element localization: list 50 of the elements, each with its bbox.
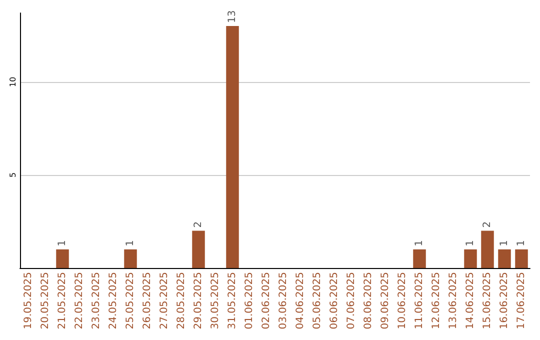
bar: [413, 249, 426, 268]
bar: [226, 26, 239, 268]
x-tick-label: 30.05.2025: [210, 272, 221, 330]
y-tick-label: 10: [8, 76, 18, 87]
x-tick-label: 10.06.2025: [397, 272, 408, 330]
x-tick-label: 29.05.2025: [193, 272, 204, 330]
x-tick-label: 02.06.2025: [261, 272, 272, 330]
data-label: 1: [125, 240, 136, 246]
data-label: 2: [482, 221, 493, 228]
bar: [56, 249, 69, 268]
bar: [464, 249, 477, 268]
x-tick-label: 06.06.2025: [329, 272, 340, 330]
x-tick-label: 19.05.2025: [23, 272, 34, 330]
x-tick-label: 31.05.2025: [227, 272, 238, 330]
x-tick-label: 21.05.2025: [57, 272, 68, 330]
x-tick-label: 26.05.2025: [142, 272, 153, 330]
x-tick-label: 14.06.2025: [465, 272, 476, 330]
bar: [124, 249, 137, 268]
x-tick-label: 25.05.2025: [125, 272, 136, 330]
bar: [481, 230, 494, 268]
x-tick-label: 20.05.2025: [40, 272, 51, 330]
x-tick-label: 04.06.2025: [295, 272, 306, 330]
data-label: 1: [414, 240, 425, 246]
data-label: 1: [57, 240, 68, 246]
x-tick-label: 09.06.2025: [380, 272, 391, 330]
y-tick-label: 5: [8, 172, 18, 178]
x-tick-label: 11.06.2025: [414, 272, 425, 330]
x-tick-label: 05.06.2025: [312, 272, 323, 330]
x-tick-label: 23.05.2025: [91, 272, 102, 330]
x-tick-label: 12.06.2025: [431, 272, 442, 330]
x-tick-label: 16.06.2025: [499, 272, 510, 330]
x-tick-label: 08.06.2025: [363, 272, 374, 330]
data-label: 1: [516, 240, 527, 246]
x-tick-label: 01.06.2025: [244, 272, 255, 330]
data-label: 2: [193, 221, 204, 228]
x-tick-label: 07.06.2025: [346, 272, 357, 330]
x-tick-label: 27.05.2025: [159, 272, 170, 330]
data-label: 1: [465, 240, 476, 246]
data-label: 1: [499, 240, 510, 246]
bar: [498, 249, 511, 268]
bar: [192, 230, 205, 268]
x-tick-label: 15.06.2025: [482, 272, 493, 330]
x-tick-label: 24.05.2025: [108, 272, 119, 330]
x-tick-label: 28.05.2025: [176, 272, 187, 330]
x-tick-label: 13.06.2025: [448, 272, 459, 330]
bar: [515, 249, 528, 268]
x-tick-label: 17.06.2025: [516, 272, 527, 330]
x-tick-label: 22.05.2025: [74, 272, 85, 330]
x-tick-label: 03.06.2025: [278, 272, 289, 330]
data-label: 13: [227, 10, 238, 24]
